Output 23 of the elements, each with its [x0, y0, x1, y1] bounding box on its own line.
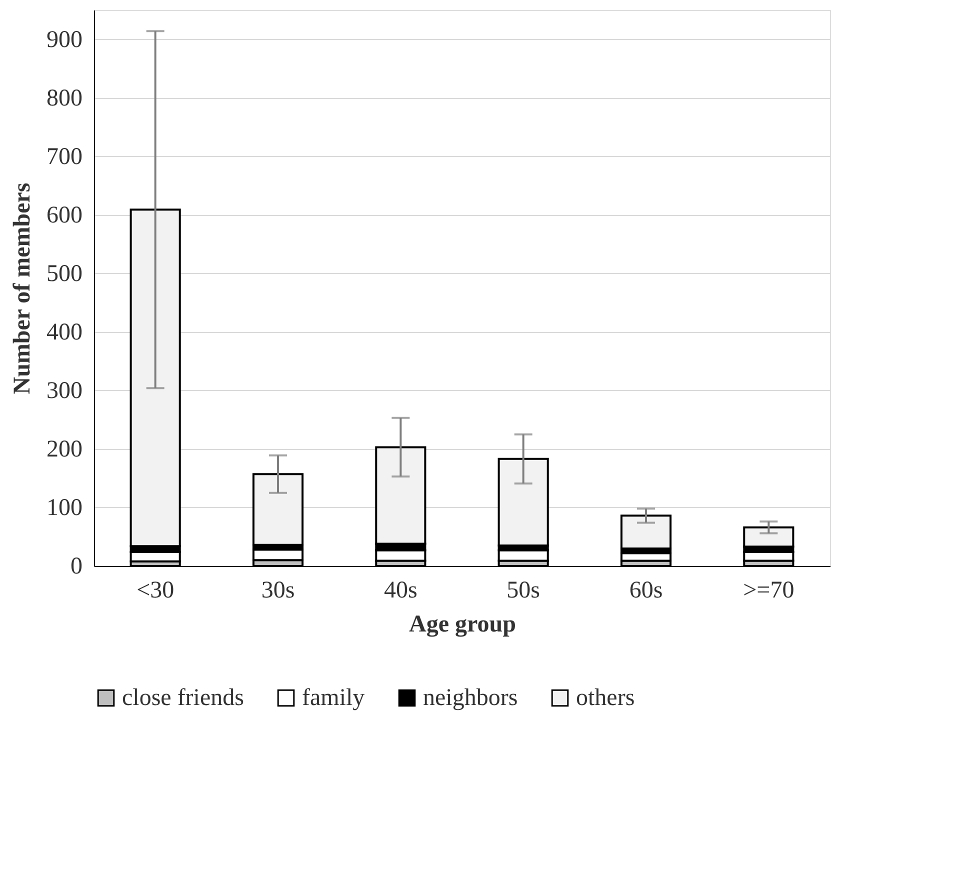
x-tick-label: 50s: [506, 578, 540, 604]
legend-label: neighbors: [423, 685, 518, 711]
y-tick-label: 700: [46, 144, 82, 170]
y-tick-label: 100: [46, 494, 82, 521]
x-tick-label: <30: [136, 578, 174, 604]
bar: [498, 458, 549, 547]
y-tick-label: 800: [46, 85, 82, 112]
y-tick-label: 400: [46, 319, 82, 346]
legend-label: others: [576, 685, 635, 711]
x-tick-label: 30s: [261, 578, 295, 604]
y-axis-title: Number of members: [10, 182, 36, 394]
x-tick-label: 40s: [384, 578, 418, 604]
y-tick-label: 0: [70, 554, 82, 580]
y-tick-label: 200: [46, 436, 82, 462]
x-axis-title: Age group: [409, 612, 516, 638]
y-tick-label: 500: [46, 260, 82, 287]
y-tick-label: 600: [46, 202, 82, 228]
y-tick-label: 300: [46, 378, 82, 404]
x-tick-label: 60s: [629, 578, 663, 604]
x-tick-label: >=70: [743, 578, 794, 604]
y-tick-label: 900: [46, 26, 82, 53]
legend-label: close friends: [122, 685, 244, 711]
legend-label: family: [302, 685, 365, 711]
